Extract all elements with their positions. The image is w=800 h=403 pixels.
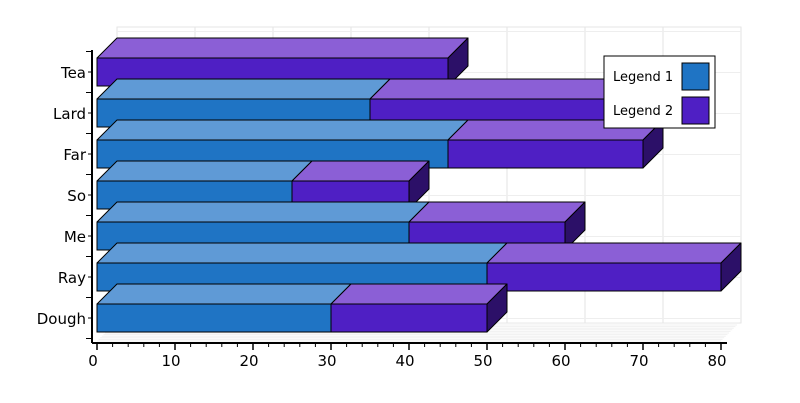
legend-label-2: Legend 2	[613, 104, 673, 119]
bar-dough-series-1	[96, 303, 332, 333]
bar-top-me-series-2	[408, 201, 586, 223]
y-tick-label-tea: Tea	[60, 64, 86, 82]
y-tick-label-me: Me	[64, 228, 86, 246]
bar-ray-series-2	[486, 262, 722, 292]
bar-top-ray-series-1	[96, 242, 508, 264]
y-tick-label-so: So	[67, 187, 86, 205]
x-tick-label-0: 0	[88, 352, 98, 370]
y-tick-label-dough: Dough	[37, 310, 86, 328]
x-tick-label-40: 40	[395, 352, 414, 370]
bar-top-so-series-2	[291, 160, 430, 182]
x-tick-label-10: 10	[161, 352, 180, 370]
x-tick-label-70: 70	[629, 352, 648, 370]
bar-top-so-series-1	[96, 160, 313, 182]
bar-top-ray-series-2	[486, 242, 742, 264]
y-tick-label-ray: Ray	[58, 269, 86, 287]
x-tick-label-80: 80	[707, 352, 726, 370]
x-tick-label-20: 20	[239, 352, 258, 370]
legend-swatch-1	[681, 62, 710, 91]
bar-top-lard-series-1	[96, 78, 391, 100]
x-tick-label-60: 60	[551, 352, 570, 370]
bar-dough-series-2	[330, 303, 488, 333]
x-tick-label-50: 50	[473, 352, 492, 370]
bar-top-dough-series-1	[96, 283, 352, 305]
bar-top-me-series-1	[96, 201, 430, 223]
bar-top-far-series-1	[96, 119, 469, 141]
legend-label-1: Legend 1	[613, 70, 673, 85]
bar-top-dough-series-2	[330, 283, 508, 305]
legend-swatch-2	[681, 96, 710, 125]
bar-top-tea-series-2	[96, 37, 469, 59]
bar-top-lard-series-2	[369, 78, 625, 100]
y-tick-label-lard: Lard	[53, 105, 86, 123]
x-tick-label-30: 30	[317, 352, 336, 370]
bar-far-series-2	[447, 139, 644, 169]
y-tick-label-far: Far	[63, 146, 86, 164]
